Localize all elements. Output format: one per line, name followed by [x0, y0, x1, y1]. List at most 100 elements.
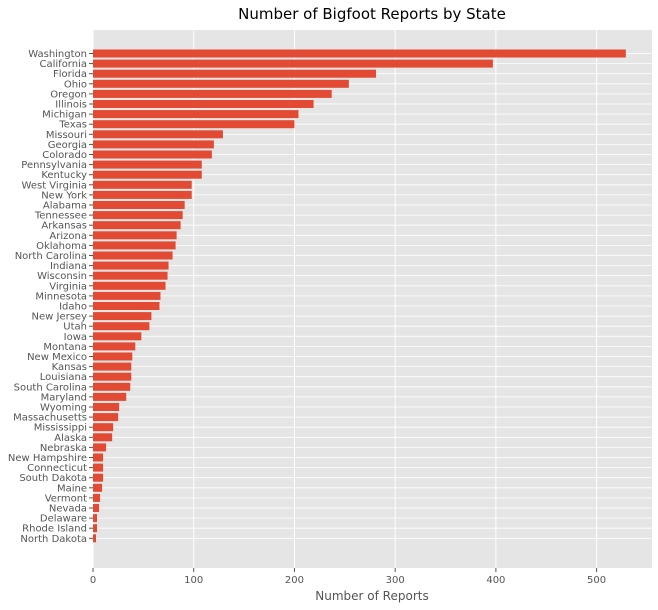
bar	[93, 433, 113, 442]
bar	[93, 140, 214, 149]
y-tick-label: Wyoming	[40, 403, 87, 414]
y-tick-label: New Jersey	[32, 312, 88, 323]
bar	[93, 110, 299, 119]
y-tick-label: Wisconsin	[37, 271, 87, 282]
bar	[93, 201, 185, 209]
y-tick-label: Delaware	[40, 514, 87, 525]
y-tick-label: Indiana	[50, 261, 87, 272]
y-tick-label: Utah	[63, 322, 87, 333]
bar	[93, 231, 177, 240]
bar	[93, 534, 97, 543]
y-tick-label: West Virginia	[22, 180, 87, 191]
y-tick-label: Colorado	[42, 150, 87, 161]
y-tick-label: Maine	[57, 483, 87, 494]
bar	[93, 100, 314, 108]
y-tick-label: Illinois	[55, 100, 87, 111]
bar	[93, 372, 132, 381]
y-tick-label: Connecticut	[27, 463, 87, 474]
bar	[93, 392, 127, 401]
y-tick-label: Nevada	[49, 504, 87, 515]
bar	[93, 120, 295, 129]
x-tick-label: 500	[587, 575, 606, 586]
y-tick-label: Massachusetts	[13, 413, 87, 424]
x-tick-labels: 0 100 200 300 400 500	[90, 568, 606, 586]
bar	[93, 170, 202, 179]
y-tick-label: Missouri	[46, 130, 87, 141]
bar	[93, 49, 626, 58]
y-tick-label: Louisiana	[40, 372, 87, 383]
bar	[93, 241, 176, 250]
bar	[93, 160, 202, 169]
y-tick-label: Arizona	[49, 231, 87, 242]
y-tick-label: New York	[41, 190, 87, 201]
bar	[93, 312, 152, 321]
y-tick-label: Texas	[58, 120, 87, 131]
bar	[93, 473, 104, 482]
bar	[93, 190, 192, 199]
y-tick-labels: WashingtonCaliforniaFloridaOhioOregonIll…	[8, 49, 93, 545]
y-tick-label: Alaska	[54, 433, 87, 444]
bar	[93, 382, 131, 391]
y-tick-label: Minnesota	[35, 291, 87, 302]
y-tick-label: Virginia	[49, 281, 87, 292]
bar	[93, 453, 104, 462]
bar	[93, 493, 101, 502]
y-tick-label: Kansas	[52, 362, 87, 373]
bar	[93, 261, 169, 270]
y-tick-label: Florida	[53, 69, 87, 80]
y-tick-label: Mississippi	[34, 423, 87, 434]
bar	[93, 180, 192, 189]
bar	[93, 403, 120, 411]
bar	[93, 463, 104, 472]
x-tick-label: 0	[90, 575, 96, 586]
y-tick-label: Kentucky	[41, 170, 87, 181]
y-tick-label: Oregon	[50, 89, 87, 100]
bar	[93, 69, 377, 78]
bar	[93, 59, 493, 68]
bar	[93, 150, 212, 159]
x-tick-label: 100	[184, 575, 203, 586]
x-tick-label: 400	[486, 575, 505, 586]
bar	[93, 130, 223, 139]
bar	[93, 504, 100, 512]
bar	[93, 79, 349, 88]
y-tick-label: Oklahoma	[36, 241, 87, 252]
y-tick-label: North Dakota	[20, 534, 87, 545]
y-tick-label: Arkansas	[41, 221, 87, 232]
y-tick-label: Michigan	[42, 110, 87, 121]
bar	[93, 423, 114, 432]
y-tick-label: Georgia	[48, 140, 87, 151]
y-tick-label: Maryland	[41, 392, 87, 403]
bar	[93, 302, 160, 310]
bar	[93, 291, 161, 300]
y-tick-label: Montana	[43, 342, 87, 353]
bar	[93, 443, 107, 452]
y-tick-label: Alabama	[43, 201, 87, 212]
y-tick-label: New Mexico	[27, 352, 87, 363]
y-tick-label: Idaho	[59, 302, 87, 313]
x-tick-label: 300	[386, 575, 405, 586]
y-tick-label: Washington	[28, 49, 87, 60]
y-tick-label: Tennessee	[34, 211, 87, 222]
y-tick-label: Vermont	[45, 493, 87, 504]
bar	[93, 342, 136, 351]
y-tick-label: Ohio	[64, 79, 87, 90]
plot-background	[93, 30, 652, 568]
bar	[93, 322, 150, 331]
bars	[93, 49, 626, 543]
bar	[93, 251, 173, 260]
bar	[93, 514, 98, 523]
bar	[93, 332, 142, 341]
y-tick-label: California	[40, 59, 88, 70]
bar	[93, 362, 132, 371]
y-tick-label: Pennsylvania	[21, 160, 87, 171]
bar	[93, 281, 166, 290]
x-tick-label: 200	[285, 575, 304, 586]
bar	[93, 89, 332, 98]
bar	[93, 211, 183, 220]
y-tick-label: Nebraska	[40, 443, 87, 454]
y-tick-label: New Hampshire	[8, 453, 87, 464]
y-tick-label: South Carolina	[14, 382, 87, 393]
bar	[93, 413, 119, 422]
